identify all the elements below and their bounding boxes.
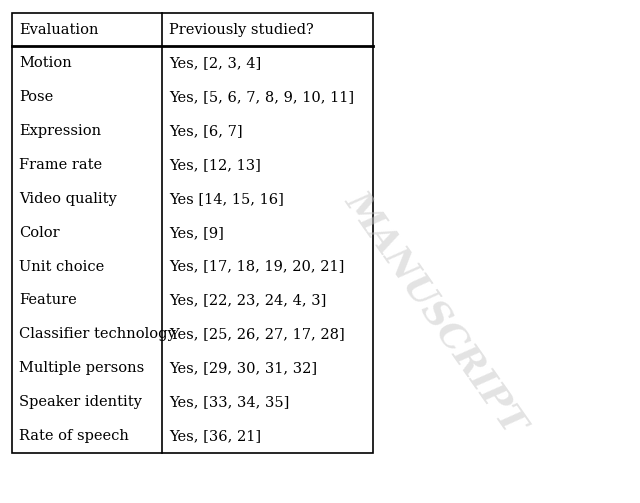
- Bar: [12, 13, 373, 453]
- Text: Yes, [25, 26, 27, 17, 28]: Yes, [25, 26, 27, 17, 28]: [169, 327, 345, 341]
- Text: Pose: Pose: [19, 90, 54, 104]
- Text: Multiple persons: Multiple persons: [19, 361, 145, 375]
- Text: Unit choice: Unit choice: [19, 260, 104, 274]
- Text: MANUSCRIPT: MANUSCRIPT: [339, 184, 532, 440]
- Text: Evaluation: Evaluation: [19, 23, 99, 37]
- Text: Yes, [6, 7]: Yes, [6, 7]: [169, 124, 243, 138]
- Text: Yes, [22, 23, 24, 4, 3]: Yes, [22, 23, 24, 4, 3]: [169, 293, 326, 307]
- Text: Classifier technology: Classifier technology: [19, 327, 176, 341]
- Text: Expression: Expression: [19, 124, 101, 138]
- Text: Video quality: Video quality: [19, 192, 117, 206]
- Text: Feature: Feature: [19, 293, 77, 307]
- Text: Yes, [29, 30, 31, 32]: Yes, [29, 30, 31, 32]: [169, 361, 317, 375]
- Text: Yes, [5, 6, 7, 8, 9, 10, 11]: Yes, [5, 6, 7, 8, 9, 10, 11]: [169, 90, 355, 104]
- Text: Rate of speech: Rate of speech: [19, 429, 129, 443]
- Text: Frame rate: Frame rate: [19, 158, 102, 172]
- Text: Yes, [17, 18, 19, 20, 21]: Yes, [17, 18, 19, 20, 21]: [169, 260, 344, 274]
- Text: Yes, [36, 21]: Yes, [36, 21]: [169, 429, 261, 443]
- Text: Motion: Motion: [19, 56, 72, 70]
- Text: Yes, [33, 34, 35]: Yes, [33, 34, 35]: [169, 395, 290, 409]
- Text: Yes, [2, 3, 4]: Yes, [2, 3, 4]: [169, 56, 262, 70]
- Text: Color: Color: [19, 226, 60, 239]
- Text: Speaker identity: Speaker identity: [19, 395, 142, 409]
- Text: Yes, [12, 13]: Yes, [12, 13]: [169, 158, 261, 172]
- Text: Yes [14, 15, 16]: Yes [14, 15, 16]: [169, 192, 284, 206]
- Text: Yes, [9]: Yes, [9]: [169, 226, 224, 239]
- Text: Previously studied?: Previously studied?: [169, 23, 314, 37]
